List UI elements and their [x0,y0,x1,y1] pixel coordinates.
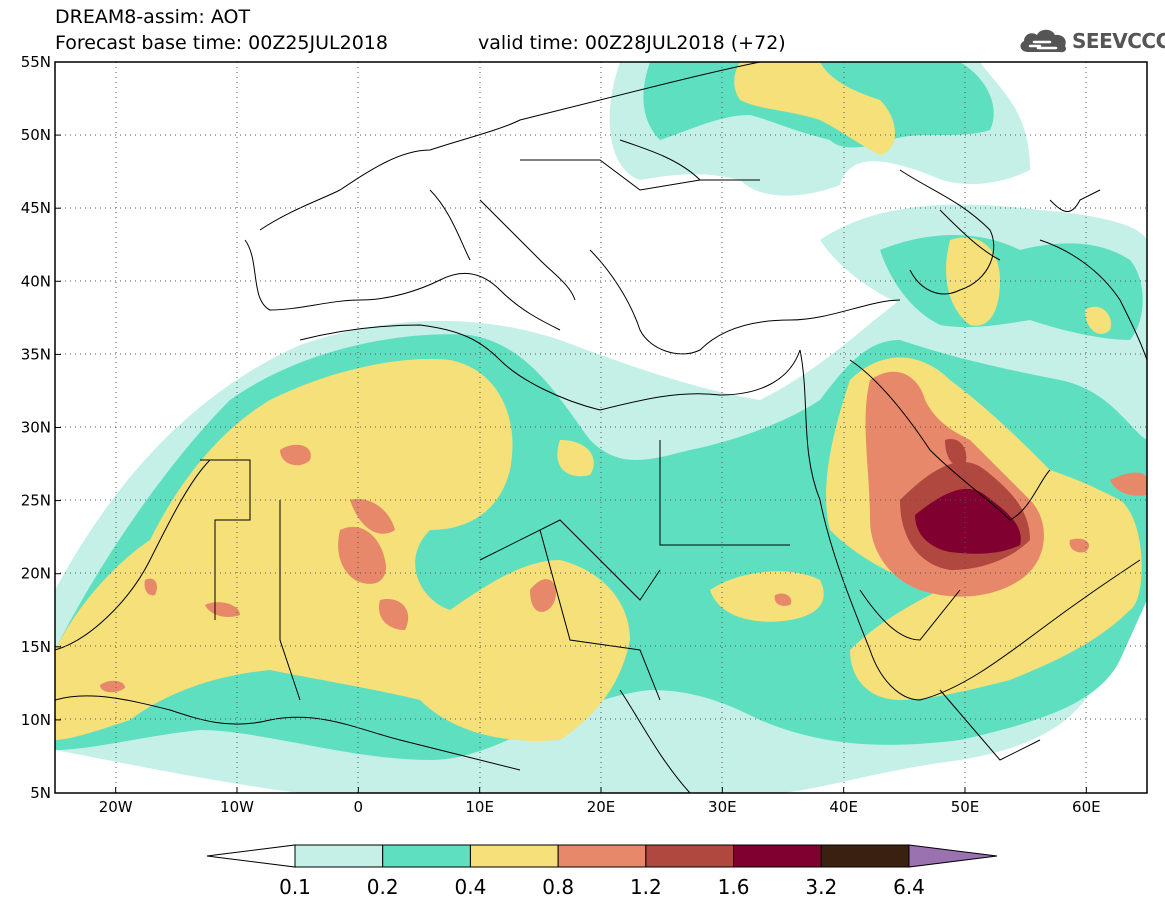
cloud-logo-icon [1020,29,1067,53]
lat-tick-label: 40N [21,272,51,290]
lon-tick-label: 50E [951,798,980,816]
colorbar-level-label: 6.4 [893,875,925,899]
lat-tick-label: 50N [21,126,51,144]
longitude-labels: 20W 10W 0 10E 20E 30E 40E 50E 60E [99,787,1101,816]
lat-tick-label: 30N [21,419,51,437]
colorbar-high-arrow [908,844,998,868]
lon-tick-label: 10E [465,798,494,816]
aot-field [55,62,1147,793]
colorbar-low-arrow [206,844,296,868]
colorbar-swatch [469,844,559,868]
lat-tick-label: 45N [21,199,51,217]
colorbar-swatch [294,844,384,868]
graticule [55,62,1147,793]
colorbar-level-label: 0.2 [367,875,399,899]
colorbar: 0.1 0.2 0.4 0.8 1.2 1.6 3.2 6.4 [206,844,998,899]
colorbar-swatch [820,844,910,868]
lon-tick-label: 20E [587,798,616,816]
seevccc-logo: SEEVCCC [1018,26,1165,56]
colorbar-level-label: 0.8 [542,875,574,899]
colorbar-level-label: 3.2 [805,875,837,899]
valid-time-label: valid time: 00Z28JUL2018 (+72) [478,32,786,54]
aot-level-1-6 [915,488,1021,554]
lon-tick-label: 10W [220,798,254,816]
colorbar-level-label: 1.2 [630,875,662,899]
lat-tick-label: 10N [21,711,51,729]
lat-tick-label: 35N [21,345,51,363]
lat-tick-label: 15N [21,638,51,656]
lon-tick-label: 30E [708,798,737,816]
coastlines [55,62,1147,793]
colorbar-level-label: 0.1 [279,875,311,899]
colorbar-level-label: 0.4 [455,875,487,899]
lon-tick-label: 20W [99,798,133,816]
title-line-2: Forecast base time: 00Z25JUL2018 [55,32,388,54]
lon-tick-label: 60E [1072,798,1101,816]
colorbar-swatch [557,844,647,868]
logo-text: SEEVCCC [1072,29,1165,53]
lat-tick-label: 25N [21,492,51,510]
lat-tick-label: 5N [30,784,51,802]
latitude-labels: 55N 50N 45N 40N 35N 30N 25N 20N 15N 10N 5N [21,53,61,802]
colorbar-swatch [645,844,735,868]
colorbar-swatch [382,844,471,868]
title-line-1: DREAM8-assim: AOT [55,6,251,28]
lon-tick-label: 40E [829,798,858,816]
lon-tick-label: 0 [354,798,364,816]
lat-tick-label: 20N [21,565,51,583]
colorbar-swatch [733,844,822,868]
colorbar-level-label: 1.6 [718,875,750,899]
lat-tick-label: 55N [21,53,51,71]
